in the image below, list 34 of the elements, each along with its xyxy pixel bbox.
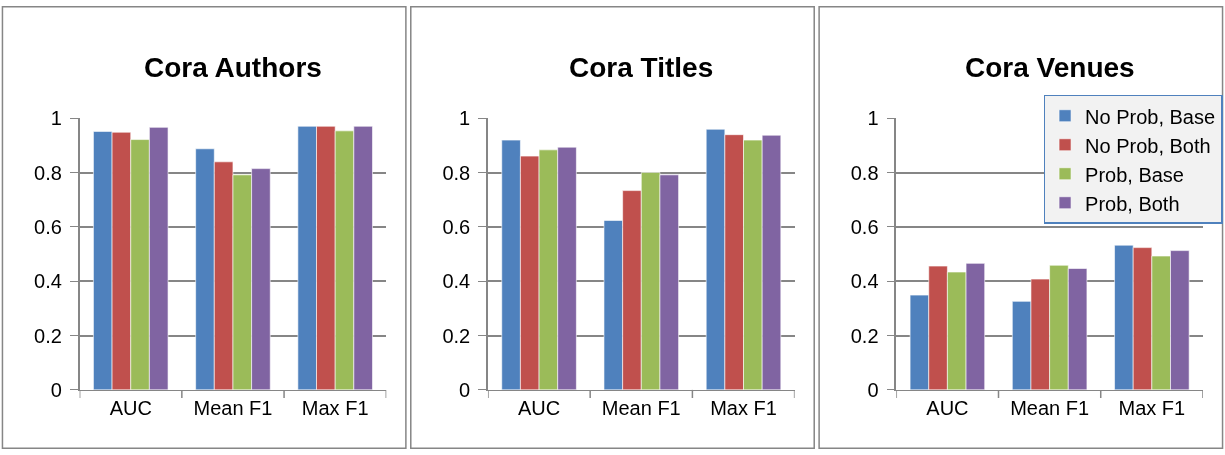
y-tick-label: 0.8 [442,161,471,184]
chart-title: Cora Venues [965,52,1135,83]
x-tick-label: Max F1 [1118,396,1186,419]
y-tick-label: 0 [867,378,879,401]
y-tick-label: 0 [459,378,471,401]
x-tick-label: AUC [517,396,561,419]
legend-label: No Prob, Both [1085,134,1211,157]
y-tick-label: 1 [867,107,879,130]
y-tick-label: 0 [50,378,62,401]
y-tick-label: 0.8 [850,161,879,184]
y-tick-label: 0.8 [34,161,62,184]
legend-label: Prob, Base [1085,163,1184,186]
legend-label: No Prob, Base [1085,105,1216,128]
y-tick-label: 0.6 [34,215,62,238]
y-tick-label: 0.2 [442,324,471,347]
legend-label: Prob, Both [1085,192,1180,215]
y-tick-label: 0.6 [442,215,471,238]
x-tick-label: Mean F1 [193,396,273,419]
y-tick-label: 0.4 [442,270,471,293]
y-tick-label: 0.4 [850,270,879,293]
y-tick-label: 1 [459,107,471,130]
x-tick-label: Max F1 [301,396,369,419]
y-tick-label: 0.6 [850,215,879,238]
x-tick-label: AUC [926,396,969,419]
y-tick-label: 0.4 [34,270,62,293]
y-tick-label: 0.2 [850,324,879,347]
y-tick-label: 0.2 [34,324,62,347]
x-tick-label: Mean F1 [601,396,681,419]
x-tick-label: Max F1 [710,396,777,419]
x-tick-label: AUC [109,396,152,419]
chart-title: Cora Authors [144,52,322,83]
chart-title: Cora Titles [569,52,714,83]
x-tick-label: Mean F1 [1010,396,1090,419]
y-tick-label: 1 [50,107,62,130]
